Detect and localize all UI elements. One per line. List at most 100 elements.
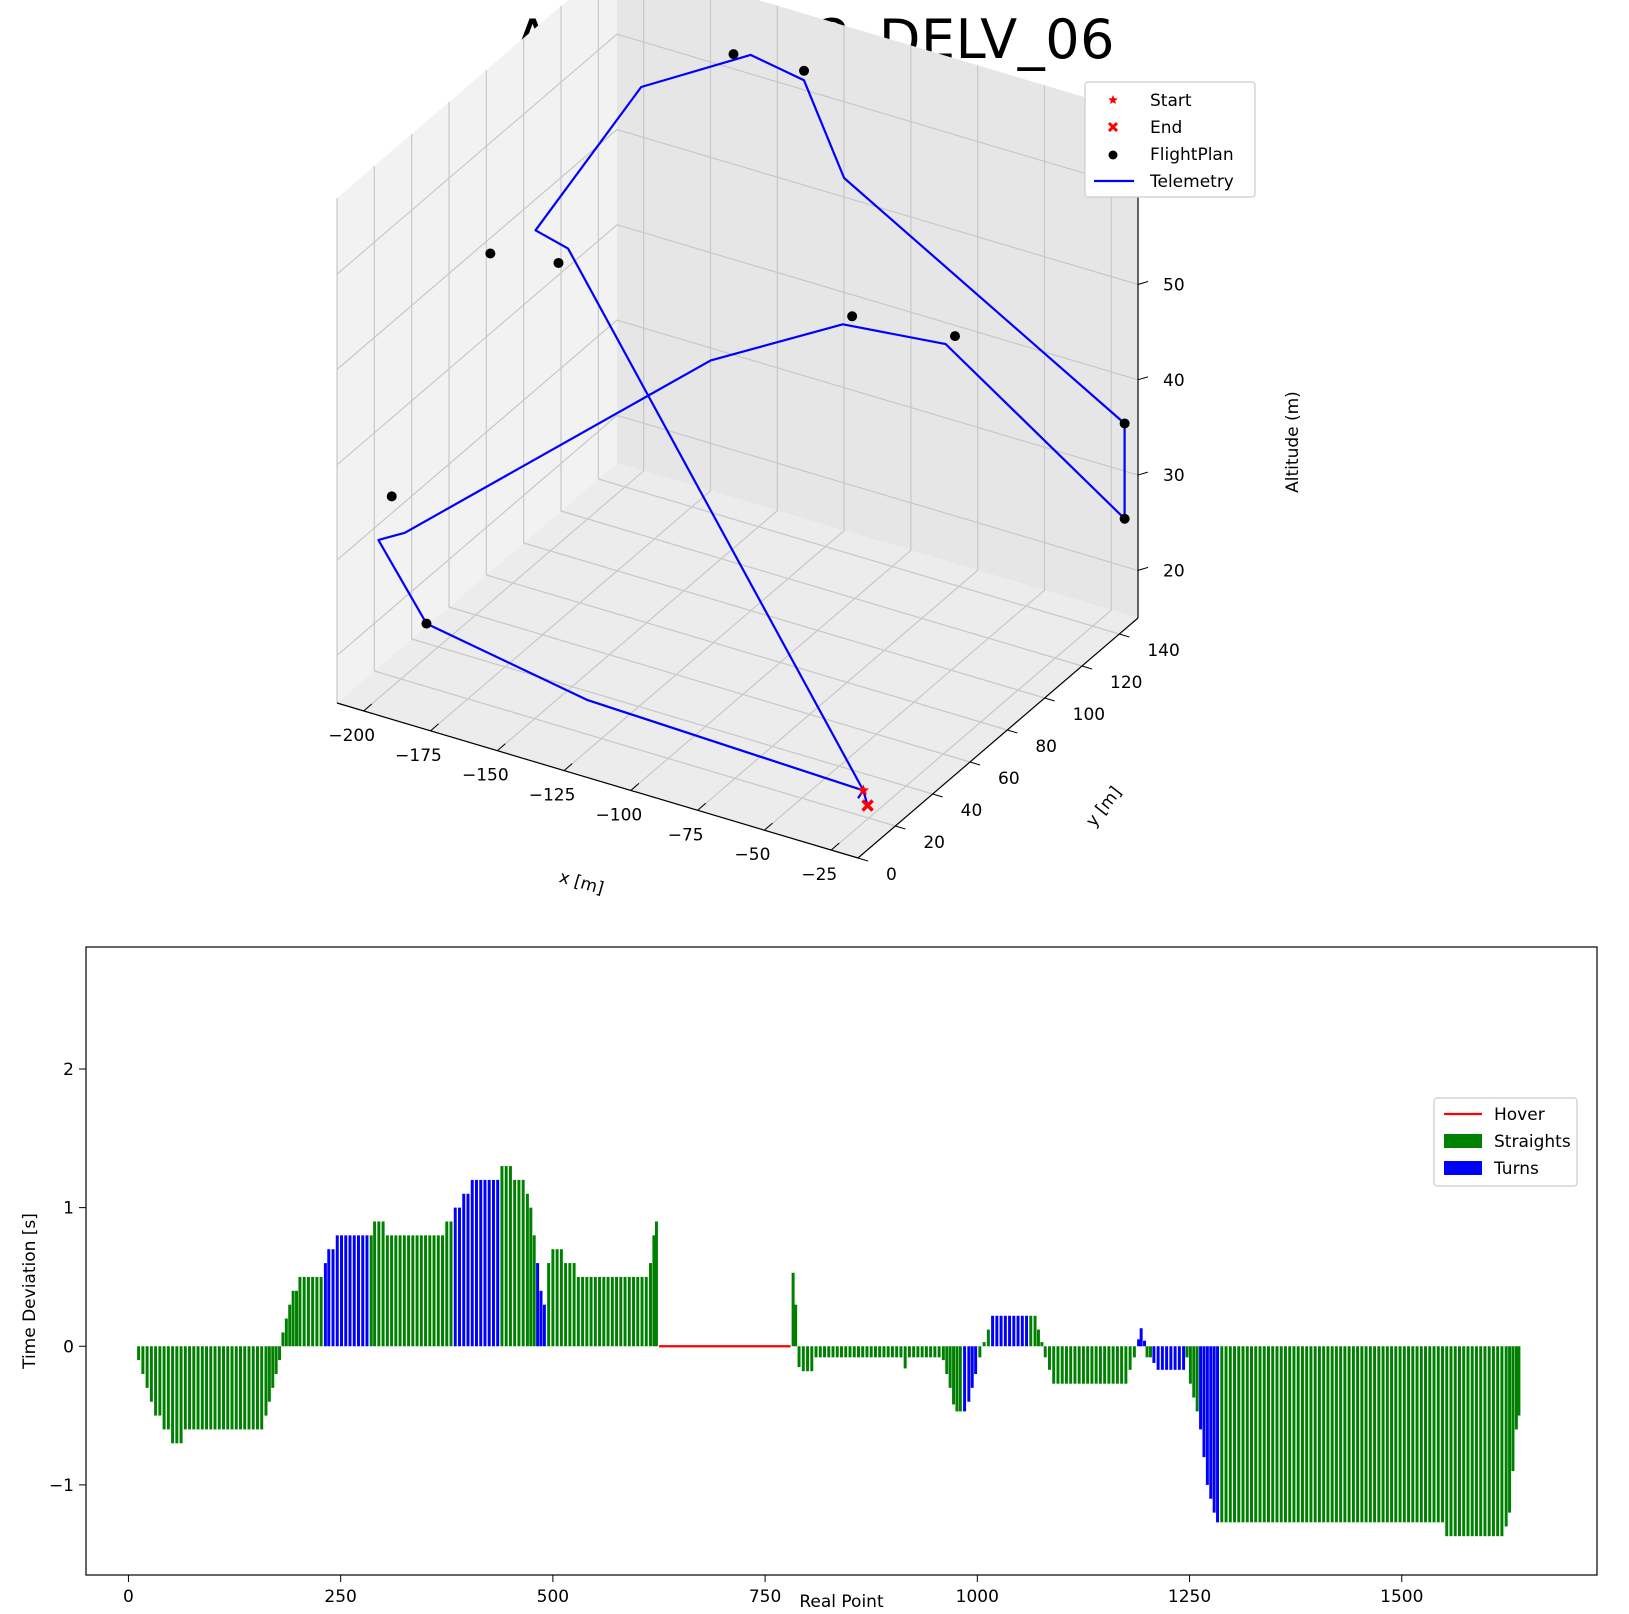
bar-straight: [924, 1346, 928, 1358]
z-tick-label: 40: [1163, 371, 1185, 391]
bar-straight: [1415, 1346, 1419, 1523]
bar-straight: [1185, 1346, 1189, 1358]
bar-straight: [445, 1221, 449, 1347]
bar-straight: [1060, 1346, 1064, 1384]
bar-turn: [331, 1249, 335, 1347]
bar-turn: [1003, 1315, 1007, 1347]
bar-turn: [352, 1235, 356, 1347]
bar-straight: [1233, 1346, 1237, 1523]
bar-straight: [1224, 1346, 1228, 1523]
bar-straight: [856, 1346, 860, 1358]
bar-straight: [649, 1263, 652, 1347]
bar-straight: [1149, 1346, 1152, 1358]
bar-turn: [323, 1263, 327, 1347]
bar-turn: [458, 1207, 461, 1347]
bar-straight: [907, 1346, 911, 1358]
bar-straight: [1288, 1346, 1292, 1523]
bar-straight: [1390, 1346, 1394, 1523]
bar-turn: [1202, 1346, 1206, 1458]
bar-straight: [654, 1221, 658, 1347]
bar-turn: [327, 1249, 331, 1347]
bar-straight: [958, 1346, 962, 1412]
x-tick-label: −125: [529, 786, 576, 806]
bar-straight: [806, 1346, 810, 1372]
bar-straight: [200, 1346, 204, 1430]
z-tick-mark: [1137, 471, 1149, 476]
bar-y-tick-label: 2: [63, 1060, 74, 1080]
end-marker: [861, 799, 874, 812]
gridline-z: [336, 224, 1139, 466]
y-tick-mark: [1007, 729, 1018, 734]
bar-straight: [844, 1346, 848, 1358]
bar-straight: [801, 1346, 805, 1372]
bar-straight: [1115, 1346, 1119, 1384]
bar-straight: [369, 1235, 373, 1347]
bar-straight: [1398, 1346, 1402, 1523]
bar-straight: [1343, 1346, 1347, 1523]
bar-straight: [814, 1346, 818, 1358]
bar-turn: [344, 1235, 348, 1347]
bar-turn: [542, 1304, 546, 1347]
flightplan-point: [847, 311, 858, 322]
y-tick-mark: [969, 761, 981, 766]
bar-straight: [141, 1346, 145, 1374]
legend-3d-label: Telemetry: [1149, 172, 1234, 192]
bar-straight: [1462, 1346, 1466, 1537]
x-tick-mark: [363, 703, 373, 712]
bar-straight: [547, 1263, 551, 1347]
bar-straight: [852, 1346, 856, 1358]
bar-turn: [970, 1346, 974, 1388]
bar-straight: [818, 1346, 822, 1358]
bar-straight: [217, 1346, 221, 1430]
bar-straight: [196, 1346, 200, 1430]
flightplan-point: [950, 331, 960, 342]
bar-x-tick-label: 750: [749, 1587, 781, 1607]
flightplan-point: [1119, 418, 1130, 429]
bar-straight: [920, 1346, 924, 1358]
bar-straight: [882, 1346, 886, 1358]
bar-straight: [1309, 1346, 1313, 1523]
bar-straight: [1504, 1346, 1508, 1527]
bar-straight: [162, 1346, 166, 1430]
bar-straight: [1491, 1346, 1495, 1537]
bar-straight: [222, 1346, 225, 1430]
pane-back: [617, 0, 1138, 618]
bar-straight: [1145, 1346, 1149, 1358]
bar-straight: [274, 1346, 278, 1374]
bar-straight: [895, 1346, 899, 1358]
bar-turn: [1177, 1346, 1181, 1370]
bar-straight: [154, 1346, 158, 1416]
bar-straight: [1407, 1346, 1411, 1523]
bar-straight: [1514, 1346, 1518, 1430]
bar-straight: [1040, 1342, 1044, 1347]
y-tick-mark: [1119, 633, 1130, 638]
y-tick-mark: [932, 793, 943, 798]
bar-plot-frame: [85, 946, 1598, 1576]
bar-straight: [1077, 1346, 1081, 1384]
x-tick-mark: [697, 802, 707, 811]
bar-straight: [1192, 1346, 1196, 1398]
bar-turn: [1165, 1346, 1169, 1370]
bar-straight: [209, 1346, 213, 1430]
bar-straight: [632, 1276, 636, 1347]
bar-turn: [1169, 1346, 1173, 1370]
bar-straight: [1069, 1346, 1073, 1384]
bar-y-axis-label: Time Deviation [s]: [20, 1213, 40, 1370]
bar-straight: [315, 1276, 319, 1347]
bar-straight: [1056, 1346, 1060, 1384]
legend-3d-frame: [1084, 81, 1256, 198]
y-tick-label: 100: [1073, 705, 1105, 725]
bar-turn: [1173, 1346, 1177, 1370]
bar-straight: [1271, 1346, 1275, 1523]
bar-straight: [948, 1346, 952, 1388]
bar-turn: [483, 1179, 487, 1347]
x-tick-mark: [430, 723, 439, 732]
bar-straight: [581, 1276, 585, 1347]
bar-straight: [390, 1235, 394, 1347]
bar-straight: [500, 1166, 504, 1347]
gridline-x: [430, 0, 712, 732]
bar-turn: [1137, 1339, 1141, 1347]
bar-straight: [188, 1346, 192, 1430]
bar-turn: [361, 1235, 365, 1347]
bar-straight: [1254, 1346, 1258, 1523]
